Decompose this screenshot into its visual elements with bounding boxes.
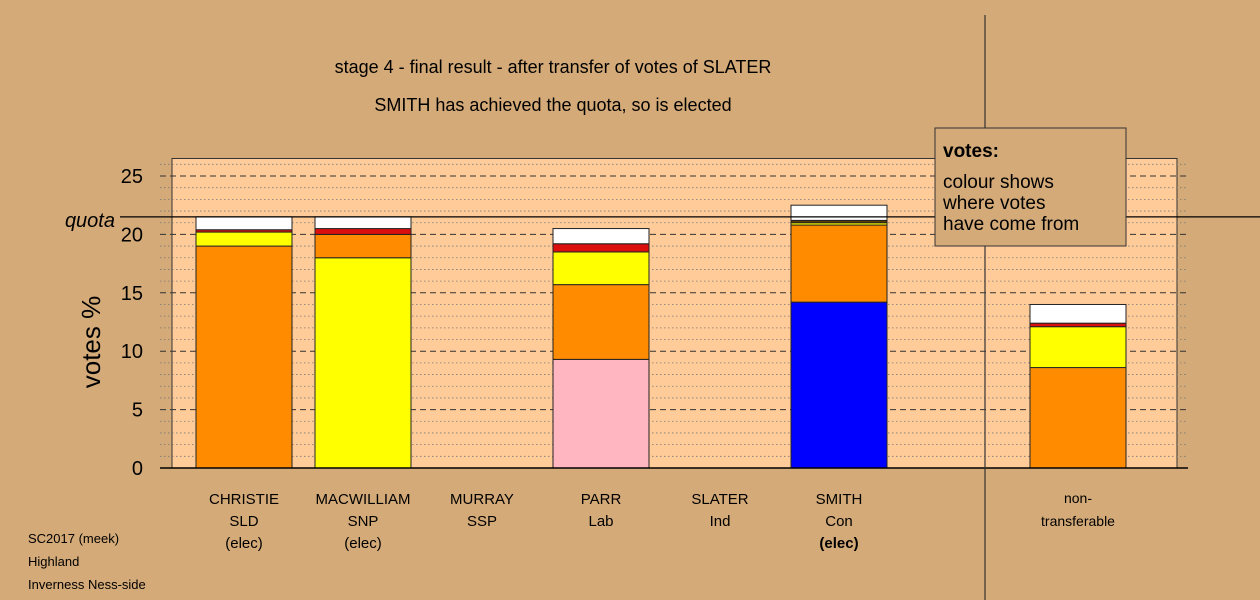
y-tick-label: 5 — [132, 400, 143, 422]
bar-macwilliam-segment-2 — [314, 228, 412, 235]
label-macwilliam-status: (elec) — [344, 535, 382, 552]
bar-christie-segment-0 — [195, 245, 293, 469]
legend-line-1: colour shows — [943, 172, 1054, 193]
y-tick-label: 25 — [121, 166, 143, 188]
label-parr-name: PARR — [581, 491, 622, 508]
label-murray-name: MURRAY — [450, 491, 514, 508]
y-tick-label: 15 — [121, 283, 143, 305]
bar-macwilliam-segment-1 — [314, 233, 412, 259]
bar-parr-segment-1 — [552, 284, 650, 360]
bar-non-transferable-segment-3 — [1029, 303, 1127, 324]
y-tick-label: 20 — [121, 224, 143, 246]
bar-macwilliam-segment-0 — [314, 257, 412, 469]
bar-christie-segment-1 — [195, 231, 293, 247]
y-tick-label: 0 — [132, 458, 143, 480]
label-non-transferable-line1: non- — [1064, 490, 1092, 506]
footer-line-1: SC2017 (meek) — [28, 531, 119, 546]
bar-non-transferable-segment-1 — [1029, 326, 1127, 369]
legend-line-2: where votes — [942, 193, 1045, 214]
bar-parr-segment-0 — [552, 358, 650, 469]
label-christie-status: (elec) — [225, 535, 263, 552]
footer-line-2: Highland — [28, 554, 79, 569]
bar-parr-segment-4 — [552, 228, 650, 245]
label-non-transferable-line2: transferable — [1041, 513, 1115, 529]
legend-title: votes: — [943, 141, 999, 162]
quota-label: quota — [65, 210, 115, 232]
label-slater-party: Ind — [710, 513, 731, 530]
bar-smith-segment-4 — [790, 204, 888, 221]
label-slater-name: SLATER — [691, 491, 748, 508]
label-parr-party: Lab — [588, 513, 613, 530]
bar-christie-segment-3 — [195, 216, 293, 231]
chart-subtitle: SMITH has achieved the quota, so is elec… — [374, 95, 731, 115]
bar-macwilliam-segment-3 — [314, 216, 412, 230]
legend-line-3: have come from — [943, 214, 1079, 235]
label-smith-status: (elec) — [819, 535, 858, 552]
label-smith-party: Con — [825, 513, 853, 530]
label-macwilliam-name: MACWILLIAM — [315, 491, 410, 508]
label-christie-party: SLD — [229, 513, 258, 530]
bar-non-transferable-segment-2 — [1029, 322, 1127, 328]
footer-line-3: Inverness Ness-side — [28, 577, 146, 592]
label-murray-party: SSP — [467, 513, 497, 530]
y-tick-label: 10 — [121, 341, 143, 363]
bar-smith-segment-0 — [790, 301, 888, 469]
bar-smith-segment-1 — [790, 224, 888, 303]
label-smith-name: SMITH — [816, 491, 863, 508]
chart-title: stage 4 - final result - after transfer … — [335, 57, 772, 77]
bar-parr-segment-3 — [552, 243, 650, 253]
bar-non-transferable-segment-0 — [1029, 367, 1127, 469]
bar-parr-segment-2 — [552, 251, 650, 286]
legend-box — [934, 127, 1127, 247]
label-christie-name: CHRISTIE — [209, 491, 279, 508]
y-axis-label: votes % — [76, 296, 106, 389]
label-macwilliam-party: SNP — [348, 513, 379, 530]
